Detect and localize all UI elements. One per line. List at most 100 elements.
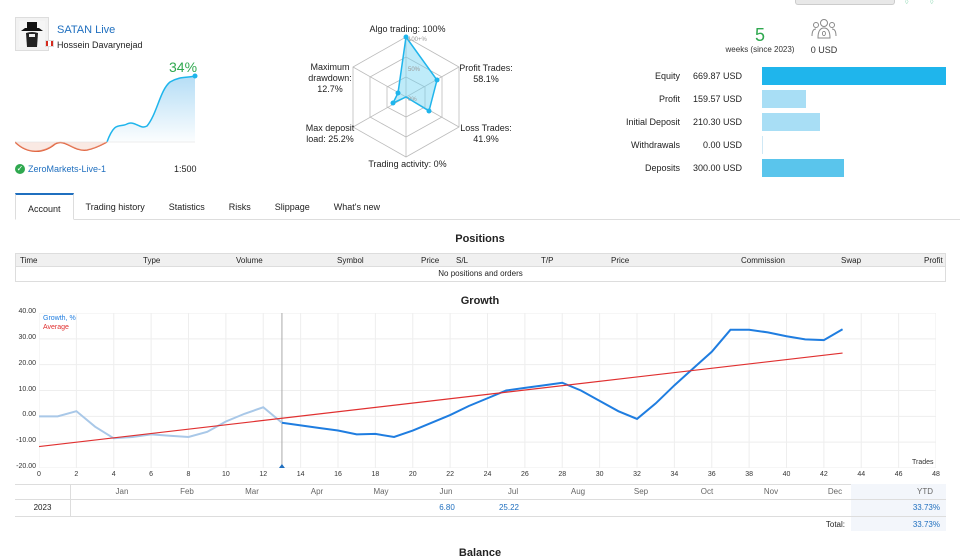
tab-risks[interactable]: Risks [228,202,251,212]
x-tick-label: 44 [857,471,866,478]
x-tick-label: 24 [483,471,492,478]
settings-icon[interactable]: ◊ [930,0,934,6]
tab-slippage[interactable]: Slippage [274,202,310,212]
column-header-commission[interactable]: Commission [741,256,786,265]
balance-title: Balance [458,547,502,559]
stat-bar [762,113,820,131]
stat-label: Initial Deposit [625,117,680,127]
month-value-jul: 25.22 [498,503,520,512]
tab-what-s-new[interactable]: What's new [333,202,381,212]
series-growth-history [39,406,283,440]
x-tick-label: 16 [334,471,342,478]
account-name[interactable]: SATAN Live [57,24,116,36]
growth-title: Growth [460,295,500,307]
y-tick-label: 30.00 [18,333,36,341]
x-tick-label: 28 [558,471,567,478]
stat-row-deposits: Deposits 300.00 USD [600,159,950,177]
month-header-jun: Jun [439,487,453,496]
stat-value: 0.00 USD [702,140,742,150]
ytd-header: YTD [917,487,933,496]
month-header-dec: Dec [827,487,843,496]
column-header-t-p[interactable]: T/P [541,256,554,265]
y-tick-label: 0.00 [22,411,36,419]
tab-trading-history[interactable]: Trading history [85,202,145,212]
month-header-mar: Mar [245,487,259,496]
x-tick-label: 38 [745,471,754,478]
radar-ring-50: 50% [408,67,421,73]
x-tick-label: 2 [74,471,79,478]
month-header-feb: Feb [180,487,194,496]
owner-name[interactable]: Hossein Davarynejad [57,40,143,50]
x-tick-label: 8 [186,471,191,478]
stat-bar [762,159,844,177]
stat-value: 159.57 USD [692,94,742,104]
share-icon[interactable]: ◊ [905,0,909,6]
x-tick-label: 18 [371,471,380,478]
column-header-volume[interactable]: Volume [236,256,263,265]
y-tick-label: 40.00 [18,308,36,315]
radar-max-deposit-load: Max deposit load: 25.2% [305,123,355,144]
y-tick-label: 20.00 [18,359,36,367]
stat-bar [762,136,763,154]
column-header-type[interactable]: Type [143,256,161,265]
monthly-table: Jan Feb Mar Apr May Jun Jul Aug Sep Oct Nov Dec YTD… [15,484,946,531]
stat-row-initial-deposit: Initial Deposit 210.30 USD [600,113,950,131]
x-axis-label: Trades [912,459,934,466]
x-tick-label: 30 [595,471,604,478]
positions-title: Positions [455,233,505,245]
tab-bar: Account Trading history Statistics Risks Sli… [15,193,960,220]
x-tick-label: 40 [782,471,791,478]
weeks-label: weeks (since 2023) [725,45,795,54]
series-growth [281,328,844,439]
leverage-value: 1:500 [174,164,197,174]
column-header-symbol[interactable]: Symbol [337,256,364,265]
month-value-jun: 6.80 [439,503,455,512]
x-tick-label: 46 [894,471,903,478]
legend-growth[interactable]: Growth, % [43,315,76,322]
canada-flag-icon [45,40,54,47]
subscribers-icon: 0 [811,19,837,39]
legend-average[interactable]: Average [43,324,69,331]
month-header-aug: Aug [570,487,586,496]
x-tick-label: 22 [446,471,455,478]
top-toolbar-strip[interactable] [795,0,895,5]
growth-chart[interactable] [39,313,936,468]
stat-label: Deposits [644,163,680,173]
cursor-marker [278,464,285,468]
x-tick-label: 12 [259,471,268,478]
column-header-s-l[interactable]: S/L [456,256,469,265]
radar-chart: 100+% 50% 0% [352,34,460,158]
stat-bar [762,67,946,85]
column-header-profit[interactable]: Profit [924,256,943,265]
column-header-swap[interactable]: Swap [841,256,862,265]
subscribers-amount: 0 USD [810,45,838,55]
stat-bar [762,90,806,108]
column-header-price[interactable]: Price [421,256,440,265]
stat-label: Profit [658,94,680,104]
column-header-price[interactable]: Price [611,256,630,265]
y-tick-label: 10.00 [18,385,36,393]
year-label: 2023 [33,503,52,512]
month-header-apr: Apr [310,487,324,496]
broker-server[interactable]: ZeroMarkets-Live-1 [28,164,107,174]
stat-row-profit: Profit 159.57 USD [600,90,950,108]
avatar [15,17,49,51]
x-tick-label: 26 [520,471,529,478]
x-tick-label: 42 [819,471,828,478]
ytd-value: 33.73% [912,503,940,512]
stat-row-equity: Equity 669.87 USD [600,67,950,85]
column-header-time[interactable]: Time [20,256,38,265]
y-tick-label: -10.00 [16,437,36,445]
month-header-jan: Jan [115,487,129,496]
stat-value: 210.30 USD [692,117,742,127]
tab-statistics[interactable]: Statistics [168,202,205,212]
stat-row-withdrawals: Withdrawals 0.00 USD [600,136,950,154]
positions-header: Time Type Volume Symbol Price S/L T/P Price Comm… [15,253,946,267]
tab-account[interactable]: Account [15,193,74,220]
growth-percent: 34% [169,59,198,75]
month-header-nov: Nov [763,487,779,496]
radar-algo-trading: Algo trading: 100% [369,24,446,34]
radar-max-drawdown: Maximum drawdown: 12.7% [308,62,352,94]
x-tick-label: 0 [37,471,41,478]
x-tick-label: 36 [707,471,716,478]
